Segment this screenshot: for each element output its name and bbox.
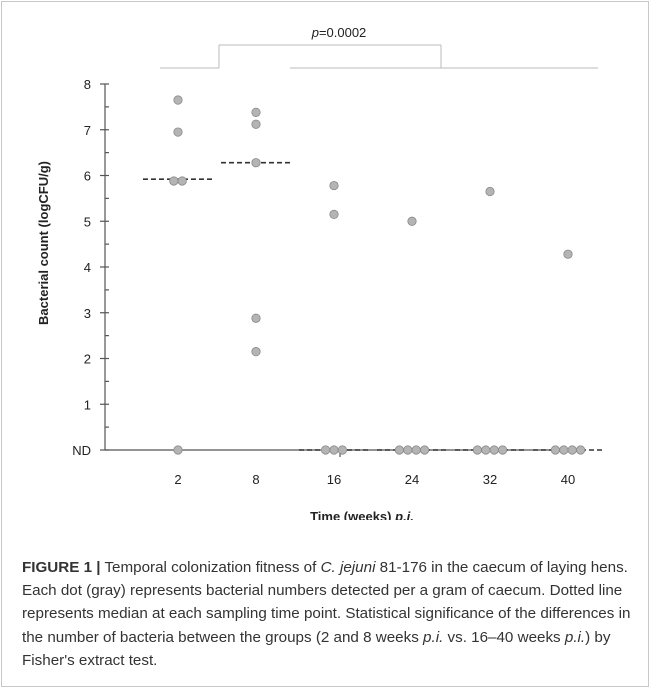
data-point [329, 445, 339, 455]
caption-text-4: ) by Fisher's extract test. [22, 628, 611, 669]
caption-text-1: Temporal colonization fitness of [100, 559, 321, 576]
x-axis-label-main: Time (weeks) [310, 509, 391, 520]
data-point [177, 176, 187, 186]
data-point [472, 445, 482, 455]
x-axis-label-italic: p.i. [394, 509, 414, 520]
data-point [419, 445, 430, 455]
data-point [411, 445, 421, 455]
data-point [173, 445, 183, 455]
data-point [489, 445, 499, 455]
chart-area: p=0.0002 ND 1 2 3 4 5 6 7 8 2 8 16 24 32 40 Bacterial … [36, 25, 603, 520]
y-tick-label: 6 [84, 169, 91, 184]
data-point [251, 119, 261, 129]
figure-label: FIGURE 1 | [22, 559, 101, 576]
x-axis-label: Time (weeks) p.i. [310, 509, 414, 520]
y-tick-label: 2 [84, 352, 91, 367]
axes: ND 1 2 3 4 5 6 7 8 2 8 16 24 32 40 [72, 77, 575, 487]
median-lines [143, 161, 603, 451]
caption-text-2: 81-176 in the caecum of laying hens. Eac… [22, 559, 631, 646]
data-points [169, 95, 586, 455]
data-point [394, 445, 404, 455]
p-value: =0.0002 [319, 25, 366, 40]
x-tick-label: 24 [405, 472, 419, 487]
data-point [567, 445, 577, 455]
data-point [337, 445, 347, 455]
y-axis-label: Bacterial count (logCFU/g) [36, 161, 51, 325]
x-tick-label: 2 [174, 472, 181, 487]
y-tick-label: 3 [84, 306, 91, 321]
x-tick-label: 8 [252, 472, 259, 487]
data-point [575, 445, 586, 455]
y-tick-label: 5 [84, 214, 91, 229]
data-point [320, 445, 331, 455]
data-point [559, 445, 569, 455]
data-point [485, 186, 495, 197]
data-point [173, 95, 183, 105]
data-point [481, 445, 491, 455]
y-tick-label: ND [72, 443, 91, 458]
significance-bracket: p=0.0002 [160, 25, 598, 69]
data-point [173, 127, 183, 137]
data-point [550, 445, 561, 455]
caption-text-3: vs. 16–40 weeks [443, 628, 565, 646]
x-tick-label: 40 [561, 472, 575, 487]
y-tick-label: 8 [84, 77, 91, 92]
data-point [407, 216, 417, 226]
data-point [403, 445, 413, 455]
y-tick-label: 7 [84, 123, 91, 138]
data-point [497, 445, 508, 455]
y-tick-label: 1 [84, 397, 91, 412]
data-point [251, 347, 261, 357]
data-point [251, 313, 261, 323]
caption-pi-1: p.i. [423, 628, 444, 646]
data-point [251, 158, 261, 168]
y-tick-label: 4 [84, 260, 91, 275]
data-point [329, 209, 339, 219]
data-point [329, 180, 339, 191]
caption-species: C. jejuni [320, 559, 376, 576]
x-tick-label: 32 [483, 472, 497, 487]
p-symbol: p [311, 25, 319, 40]
data-point [251, 107, 261, 117]
data-point [169, 176, 179, 186]
x-tick-label: 16 [327, 472, 341, 487]
data-point [563, 249, 573, 259]
caption-pi-2: p.i. [564, 628, 586, 646]
p-value-label: p=0.0002 [311, 25, 367, 40]
figure-caption: FIGURE 1 | Temporal colonization fitness… [22, 556, 634, 672]
